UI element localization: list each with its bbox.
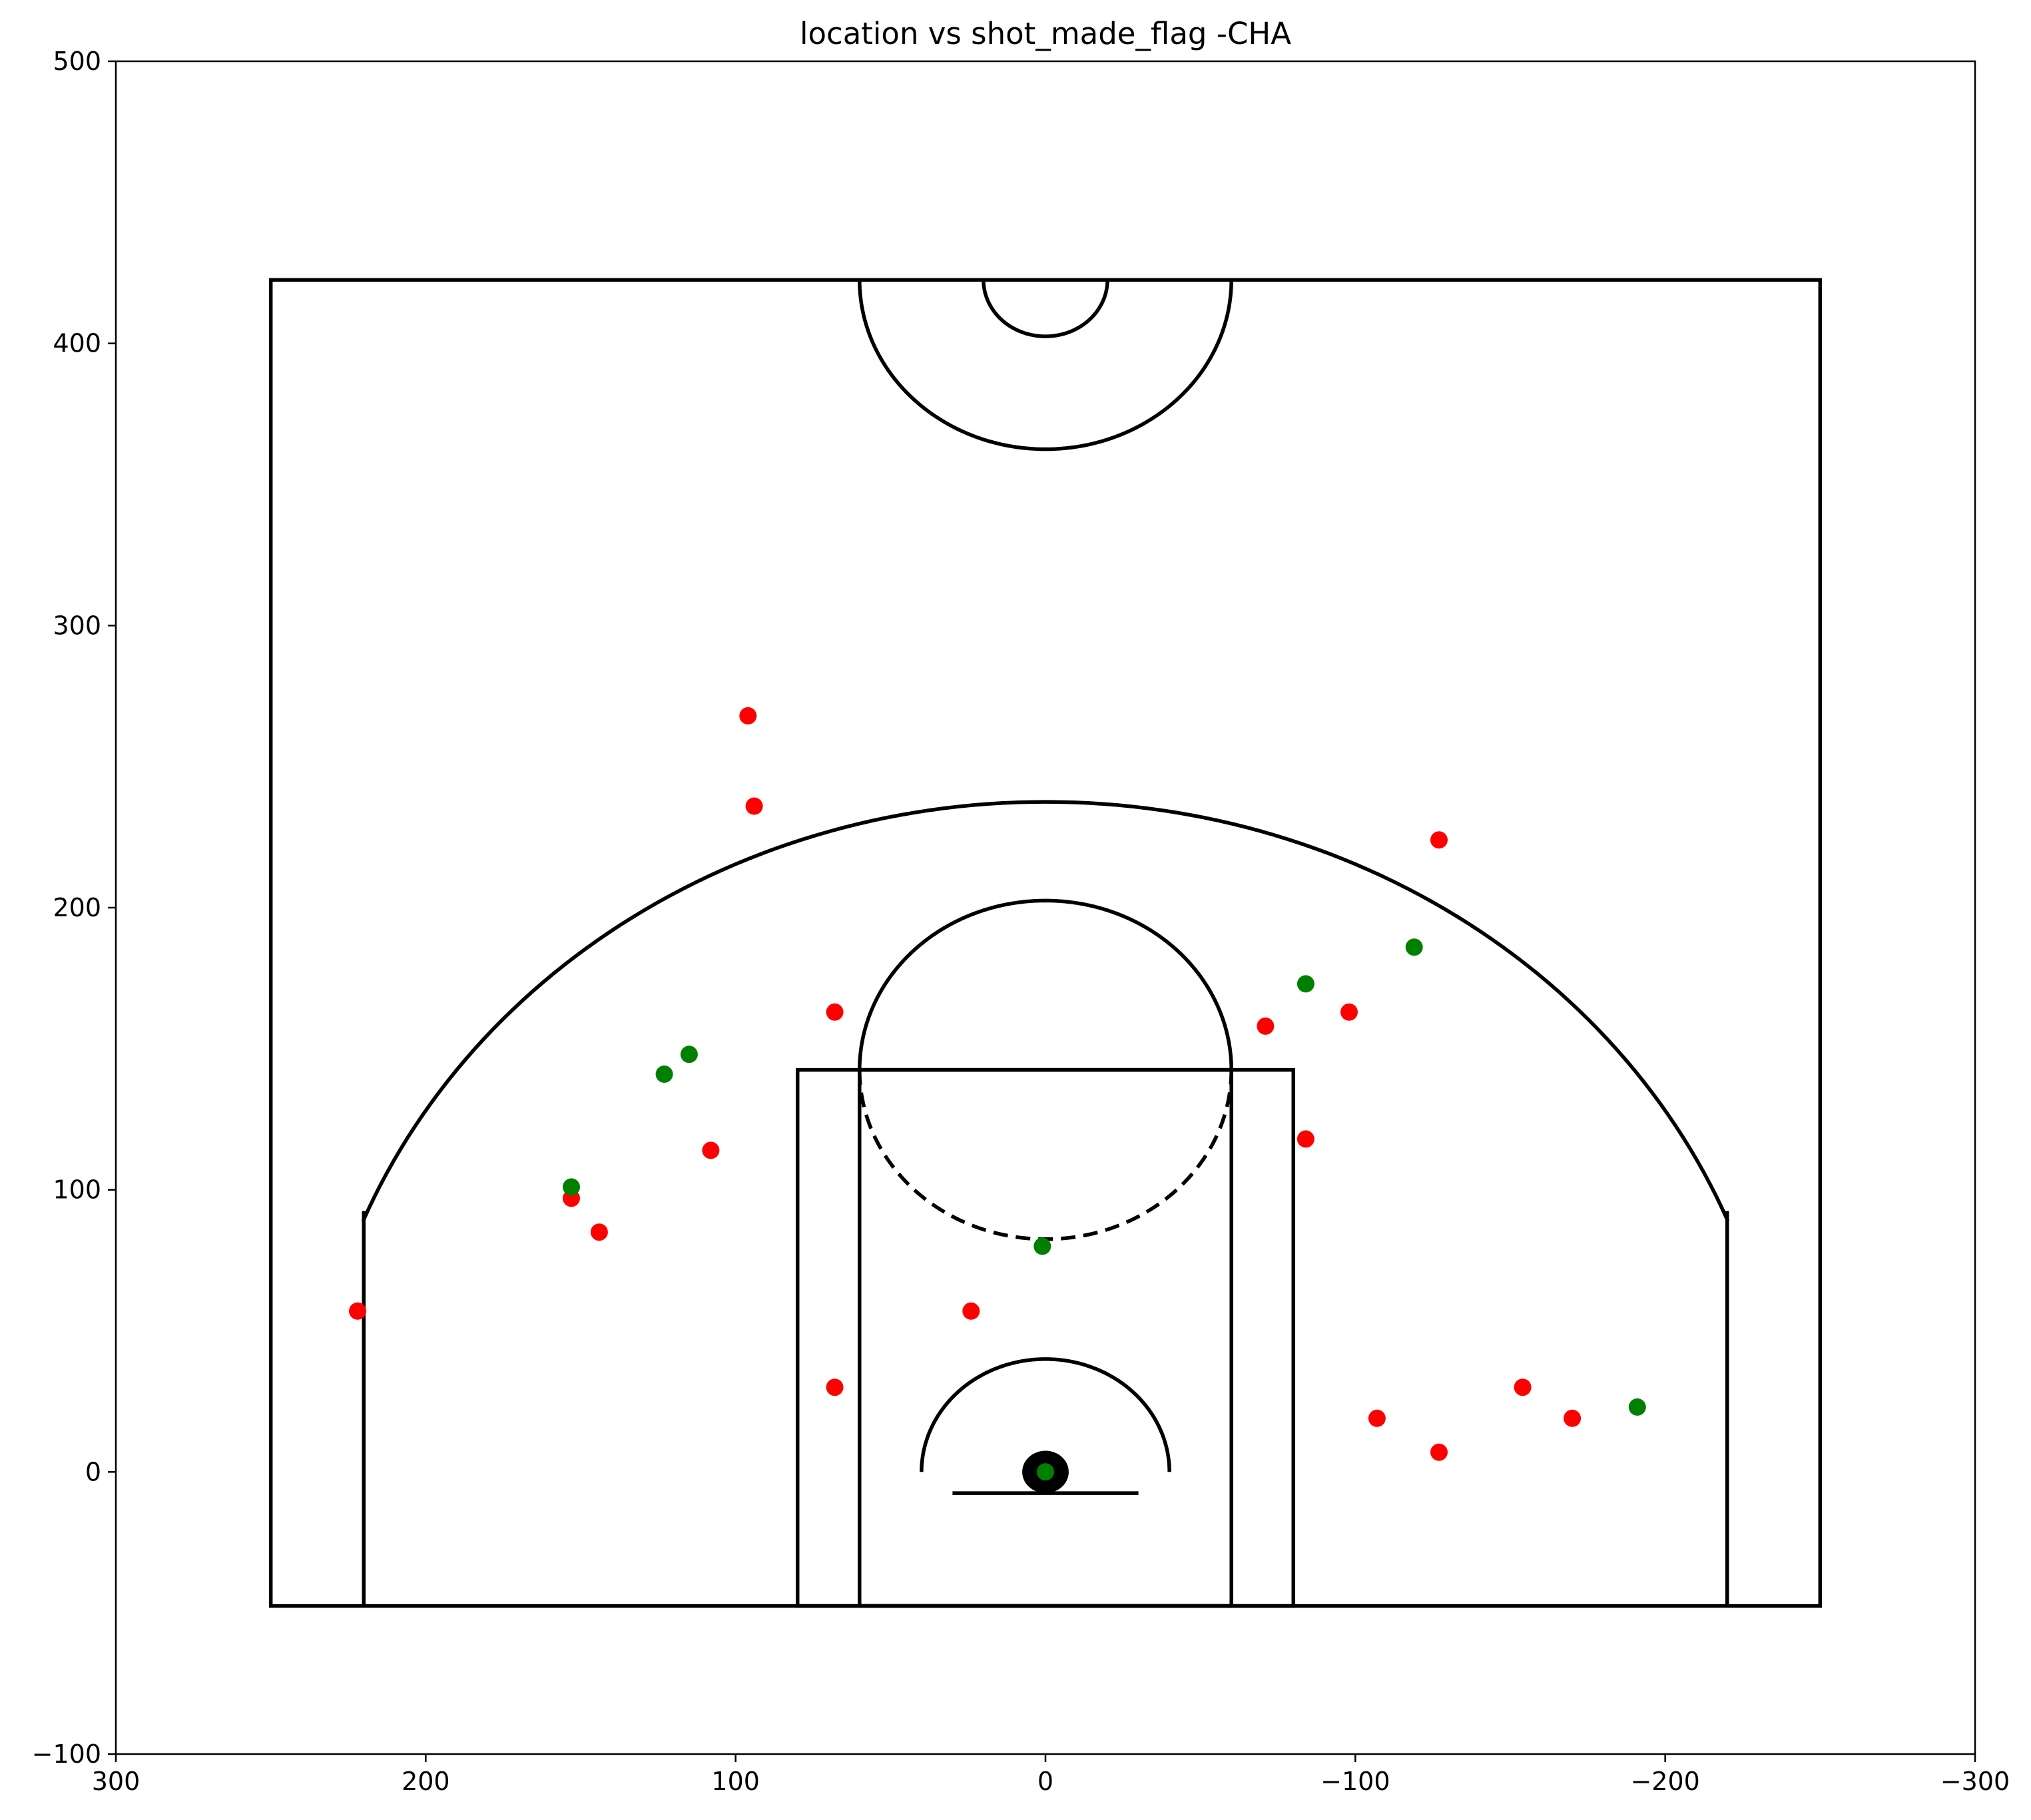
outer-paint-box	[795, 1067, 1296, 1608]
shot-point-made	[1037, 1463, 1054, 1481]
shot-point-missed	[1340, 1003, 1358, 1021]
free-throw-top-arc	[858, 898, 1233, 1070]
inner-paint-box	[858, 1067, 1233, 1608]
restricted-area-arc	[920, 1357, 1171, 1472]
basketball-court	[268, 278, 1823, 1608]
shot-point-missed	[1564, 1409, 1582, 1427]
shot-point-missed	[826, 1003, 844, 1021]
x-tick-label: 0	[1037, 1767, 1053, 1796]
shot-point-made	[680, 1046, 698, 1063]
x-tick-label: 200	[402, 1767, 450, 1796]
center-court-inner-arc	[982, 280, 1109, 338]
shot-point-missed	[1257, 1017, 1275, 1035]
free-throw-bottom-arc	[858, 1069, 1233, 1241]
axis-ticks: 300 200 100 0 −100 −200 −300 −100 0 100 200 300 400 5…	[32, 47, 2010, 1796]
shot-point-made	[563, 1178, 580, 1196]
shot-point-missed	[962, 1302, 980, 1320]
shot-point-missed	[1430, 1443, 1448, 1461]
shot-point-made	[1297, 975, 1314, 993]
y-tick-label: 500	[53, 47, 101, 76]
y-tick-label: 100	[53, 1175, 101, 1205]
x-tick-label: 300	[92, 1767, 141, 1796]
chart-title: location vs shot_made_flag -CHA	[800, 16, 1291, 51]
shot-point-missed	[590, 1223, 608, 1241]
shot-point-missed	[702, 1141, 720, 1159]
x-tick-label: −300	[1940, 1767, 2010, 1796]
court-boundary	[268, 278, 1823, 1608]
plot-area-frame	[115, 60, 1976, 1755]
shot-points	[349, 707, 1646, 1481]
shot-point-missed	[1430, 831, 1448, 849]
three-point-arc	[361, 800, 1730, 1222]
shot-point-missed	[826, 1378, 844, 1396]
shot-point-missed	[349, 1302, 366, 1320]
x-tick-label: −100	[1320, 1767, 1390, 1796]
shot-point-missed	[739, 707, 757, 725]
y-tick-label: 300	[53, 611, 101, 640]
y-tick-label: 200	[53, 893, 101, 922]
center-court-outer-arc	[858, 280, 1233, 452]
y-tick-label: −100	[32, 1739, 101, 1769]
shot-point-made	[1405, 938, 1423, 956]
shot-point-missed	[1368, 1409, 1386, 1427]
x-tick-label: 100	[711, 1767, 760, 1796]
x-tick-label: −200	[1630, 1767, 1699, 1796]
y-tick-label: 400	[53, 329, 101, 358]
y-tick-label: 0	[85, 1457, 101, 1486]
shot-point-made	[655, 1065, 673, 1083]
shot-point-made	[1033, 1237, 1051, 1255]
shot-point-made	[1628, 1398, 1646, 1416]
shot-point-missed	[1514, 1378, 1532, 1396]
shot-point-missed	[1297, 1130, 1314, 1148]
shot-point-missed	[745, 797, 763, 815]
